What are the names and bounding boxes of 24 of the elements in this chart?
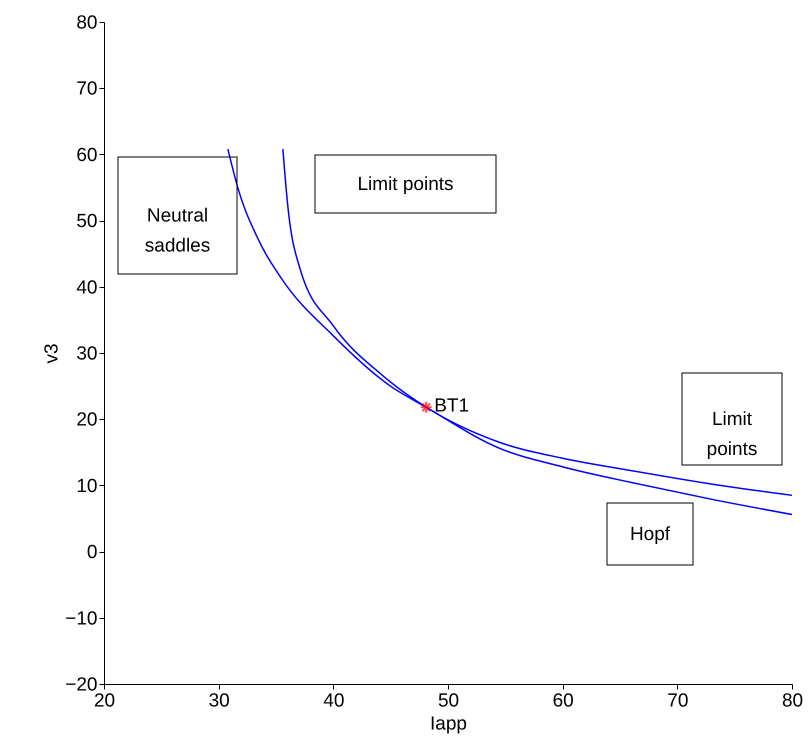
y-tick-label: 10 (76, 476, 98, 497)
x-tick-label: 60 (552, 690, 574, 712)
x-axis-title: Iapp (430, 714, 467, 734)
annotation: Neutral saddles (144, 206, 210, 256)
annotation: Limit points (357, 174, 454, 195)
y-tick-label: −10 (65, 608, 98, 630)
y-tick-label: 40 (76, 277, 98, 298)
annotation: Hopf (630, 524, 671, 545)
y-axis-title: v3 (41, 343, 62, 364)
y-tick-label: 50 (76, 211, 98, 232)
y-tick-label: 80 (76, 12, 98, 34)
y-tick-label: 20 (76, 410, 98, 431)
x-tick-label: 30 (208, 690, 230, 712)
y-tick-label: 30 (76, 344, 98, 364)
x-tick-label: 40 (323, 690, 344, 712)
x-tick-label: 50 (438, 690, 460, 712)
annotation: BT1 (434, 395, 470, 416)
y-tick-label: 60 (76, 144, 98, 166)
x-tick-label: 70 (667, 690, 688, 712)
x-tick-label: 80 (782, 690, 804, 712)
annotation: Limit points (706, 409, 758, 460)
y-tick-label: 70 (76, 78, 98, 100)
y-tick-label: 0 (86, 542, 98, 564)
x-tick-label: 20 (94, 690, 116, 712)
